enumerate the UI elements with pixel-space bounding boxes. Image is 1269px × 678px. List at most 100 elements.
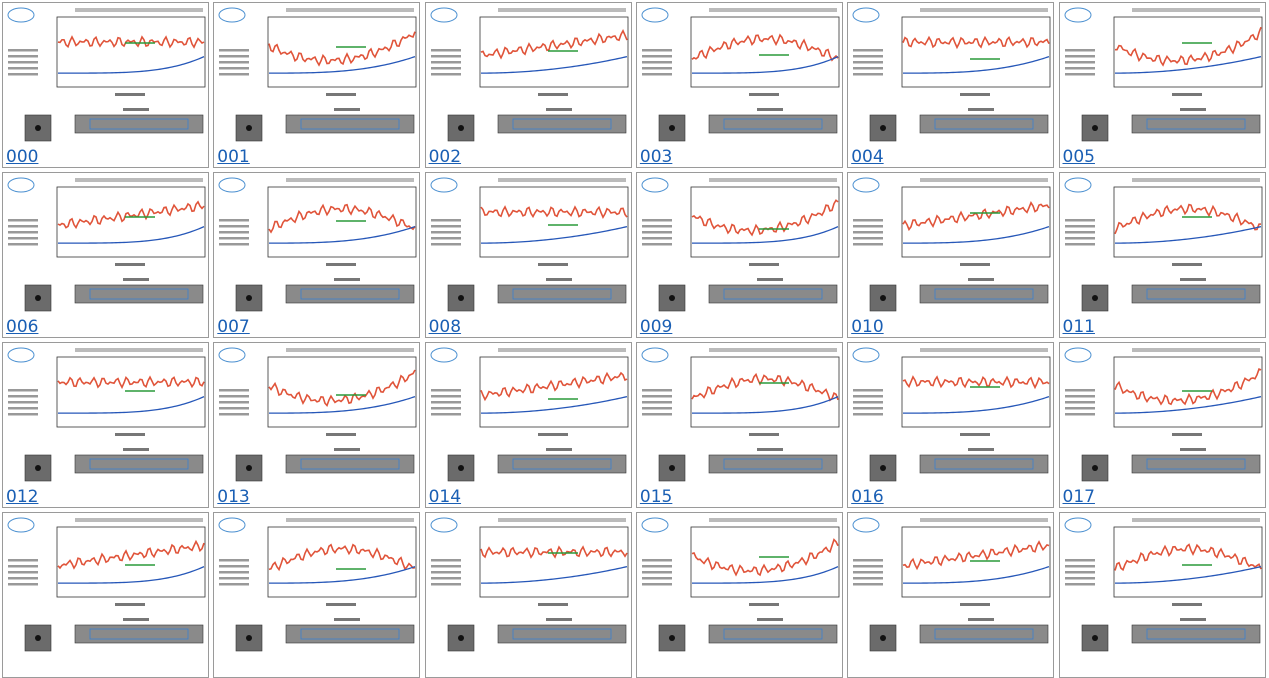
thumbnail-link[interactable]: 007	[217, 317, 249, 337]
info-text	[853, 219, 883, 222]
info-text	[1065, 401, 1095, 404]
info-text	[219, 577, 249, 580]
info-text	[1065, 49, 1095, 52]
thumbnail-link[interactable]: 003	[640, 147, 672, 167]
info-text	[219, 413, 249, 416]
thumbnail-link[interactable]: 011	[1063, 317, 1095, 337]
info-text	[853, 61, 883, 64]
x-axis-label	[749, 263, 779, 266]
thumbnail-link[interactable]: 017	[1063, 487, 1095, 507]
info-text	[853, 243, 883, 246]
thumbnail-link[interactable]: 010	[851, 317, 883, 337]
thumbnail-link[interactable]: 016	[851, 487, 883, 507]
logo	[219, 518, 245, 532]
thumbnail-cell: 010	[847, 172, 1054, 338]
info-text	[642, 395, 672, 398]
info-text	[219, 395, 249, 398]
logo	[642, 178, 668, 192]
label-2d	[757, 278, 783, 281]
info-text	[8, 67, 38, 70]
info-text	[431, 583, 461, 586]
label-2d	[546, 108, 572, 111]
title-bar	[286, 8, 414, 12]
label-2d	[334, 618, 360, 621]
info-text	[219, 55, 249, 58]
source	[880, 125, 886, 131]
thumbnail-link[interactable]: 001	[217, 147, 249, 167]
logo	[431, 8, 457, 22]
info-text	[431, 395, 461, 398]
info-text	[8, 583, 38, 586]
info-text	[642, 243, 672, 246]
thumbnail-link[interactable]: 000	[6, 147, 38, 167]
logo	[8, 8, 34, 22]
logo	[853, 348, 879, 362]
thumbnail-link[interactable]: 015	[640, 487, 672, 507]
title-bar	[920, 8, 1048, 12]
info-text	[853, 231, 883, 234]
x-axis-label	[960, 603, 990, 606]
thumbnail-link[interactable]: 002	[429, 147, 461, 167]
source	[669, 295, 675, 301]
source	[1092, 295, 1098, 301]
info-text	[8, 243, 38, 246]
spectrum-thumbnail	[1062, 515, 1265, 660]
info-text	[219, 219, 249, 222]
label-2d	[757, 108, 783, 111]
thumbnail-cell: 004	[847, 2, 1054, 168]
label-2d	[757, 448, 783, 451]
spectrum-thumbnail	[428, 175, 631, 320]
logo	[8, 178, 34, 192]
info-text	[1065, 407, 1095, 410]
info-text	[431, 389, 461, 392]
info-text	[1065, 571, 1095, 574]
source	[246, 125, 252, 131]
plot-frame	[691, 187, 839, 257]
info-text	[853, 401, 883, 404]
label-2d	[757, 618, 783, 621]
info-text	[1065, 237, 1095, 240]
info-text	[853, 577, 883, 580]
info-text	[853, 225, 883, 228]
info-text	[642, 55, 672, 58]
x-axis-label	[538, 603, 568, 606]
spectrum-thumbnail	[216, 515, 419, 660]
spectrum-thumbnail	[5, 175, 208, 320]
spectrum-thumbnail	[850, 175, 1053, 320]
spectrum-2d	[920, 285, 1048, 303]
plot-frame	[902, 187, 1050, 257]
thumbnail-link[interactable]: 012	[6, 487, 38, 507]
plot-frame	[57, 527, 205, 597]
x-axis-label	[1172, 93, 1202, 96]
label-2d	[968, 278, 994, 281]
plot-frame	[57, 17, 205, 87]
thumbnail-link[interactable]: 009	[640, 317, 672, 337]
spectrum-2d	[920, 115, 1048, 133]
thumbnail-cell	[2, 512, 209, 678]
x-axis-label	[1172, 433, 1202, 436]
info-text	[8, 61, 38, 64]
x-axis-label	[749, 603, 779, 606]
thumbnail-cell: 011	[1059, 172, 1266, 338]
info-text	[642, 401, 672, 404]
spectrum-thumbnail	[639, 175, 842, 320]
thumbnail-link[interactable]: 014	[429, 487, 461, 507]
thumbnail-link[interactable]: 013	[217, 487, 249, 507]
info-text	[431, 565, 461, 568]
plot-frame	[1114, 357, 1262, 427]
thumbnail-cell: 017	[1059, 342, 1266, 508]
x-axis-label	[749, 433, 779, 436]
logo	[1065, 518, 1091, 532]
source	[880, 465, 886, 471]
thumbnail-link[interactable]: 005	[1063, 147, 1095, 167]
spectrum-2d	[709, 115, 837, 133]
thumbnail-link[interactable]: 008	[429, 317, 461, 337]
source	[35, 295, 41, 301]
thumbnail-cell: 016	[847, 342, 1054, 508]
title-bar	[1132, 8, 1260, 12]
info-text	[642, 73, 672, 76]
info-text	[219, 401, 249, 404]
thumbnail-link[interactable]: 006	[6, 317, 38, 337]
info-text	[642, 389, 672, 392]
thumbnail-link[interactable]: 004	[851, 147, 883, 167]
